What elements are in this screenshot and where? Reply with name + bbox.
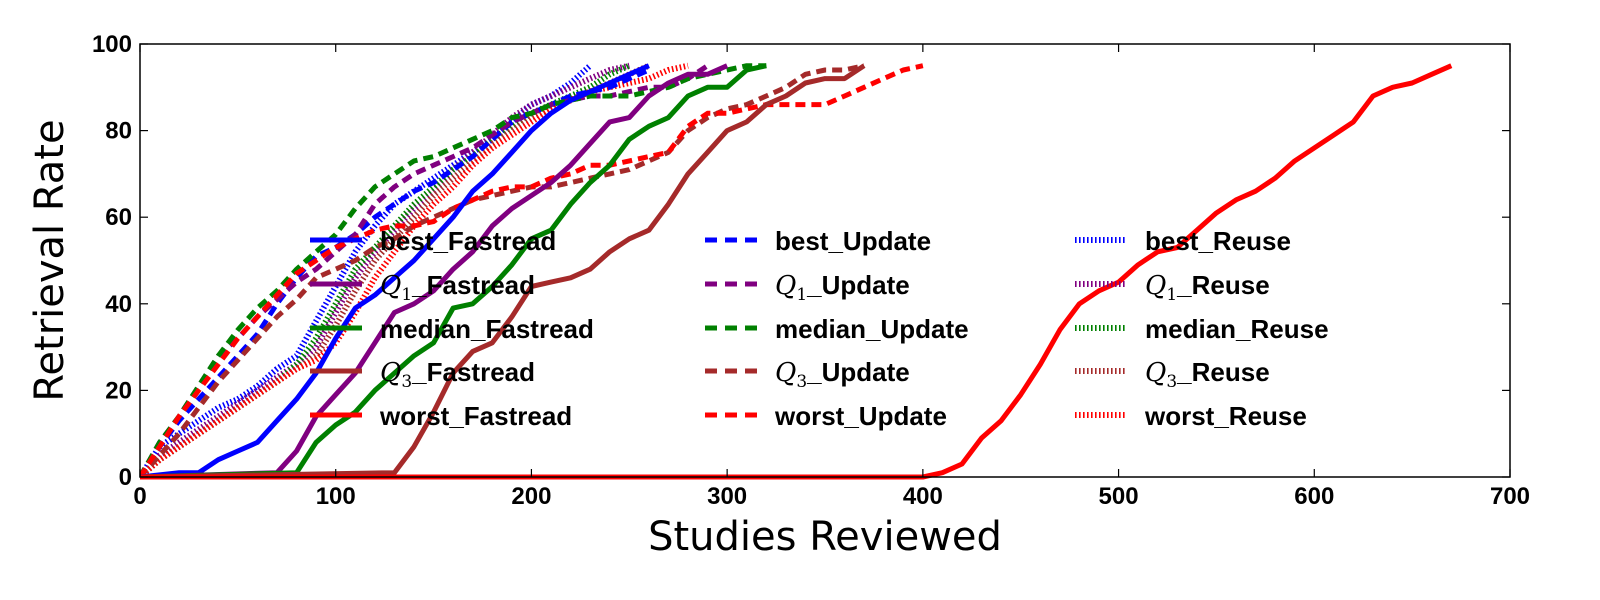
legend-label: Q3_Fastread xyxy=(380,357,535,392)
x-tick-label: 0 xyxy=(133,483,146,510)
ticks-layer: 0 100 200 300 400 500 600 700 0 20 40 60 80 100 xyxy=(92,31,1530,510)
x-tick-label: 300 xyxy=(707,483,747,510)
legend-label: best_Update xyxy=(775,226,931,256)
legend-label-text: median_Fastread xyxy=(380,314,594,344)
y-tick-label: 0 xyxy=(119,464,132,491)
legend-label-text: worst_Update xyxy=(774,401,947,431)
legend-label: worst_Reuse xyxy=(1144,401,1307,431)
legend-item-worst-reuse: worst_Reuse xyxy=(1075,401,1307,431)
legend-item-q3-reuse: Q3_Reuse xyxy=(1075,357,1270,392)
legend-subscript: 1 xyxy=(401,285,412,305)
x-tick-label: 400 xyxy=(903,483,943,510)
x-tick-label: 700 xyxy=(1490,483,1530,510)
legend-label-text: worst_Fastread xyxy=(379,401,572,431)
legend-label-text: best_Reuse xyxy=(1145,226,1291,256)
legend-subscript: 3 xyxy=(796,372,807,392)
legend-label-text: worst_Reuse xyxy=(1144,401,1307,431)
legend-label-text: best_Fastread xyxy=(380,226,556,256)
legend-label-text: _Reuse xyxy=(1176,357,1270,387)
legend-q-symbol: Q xyxy=(1145,358,1166,388)
series-line-best-fastread xyxy=(140,63,650,480)
x-axis-title: Studies Reviewed xyxy=(648,514,1002,560)
x-tick-label: 200 xyxy=(511,483,551,510)
legend-item-median-fastread: median_Fastread xyxy=(310,314,594,344)
legend-label-text: _Fastread xyxy=(411,270,535,300)
legend-label: worst_Fastread xyxy=(379,401,572,431)
y-tick-label: 20 xyxy=(105,377,132,404)
series-line-best-reuse xyxy=(140,63,593,479)
y-tick-label: 60 xyxy=(105,204,132,231)
legend-label: Q1_Reuse xyxy=(1145,270,1270,305)
series-line-worst-fastread xyxy=(140,63,1453,480)
legend-q-symbol: Q xyxy=(1145,271,1166,301)
x-tick-label: 500 xyxy=(1099,483,1139,510)
legend-item-median-reuse: median_Reuse xyxy=(1075,314,1329,344)
legend-item-median-update: median_Update xyxy=(705,314,969,344)
legend-label-text: best_Update xyxy=(775,226,931,256)
y-tick-label: 80 xyxy=(105,118,132,145)
series-line-q3-update xyxy=(140,63,865,479)
series-line-q1-fastread xyxy=(140,63,729,480)
legend-label: median_Reuse xyxy=(1145,314,1329,344)
legend-label: Q1_Update xyxy=(775,270,910,305)
legend-label: Q3_Update xyxy=(775,357,910,392)
legend-subscript: 1 xyxy=(796,285,807,305)
series-line-best-update xyxy=(140,67,650,479)
series-line-median-fastread xyxy=(140,63,767,480)
series-line-worst-update xyxy=(140,63,924,479)
legend-label-text: _Update xyxy=(806,270,910,300)
series-line-q3-fastread xyxy=(140,63,866,480)
legend-item-q3-fastread: Q3_Fastread xyxy=(310,357,535,392)
legend-label: Q1_Fastread xyxy=(380,270,535,305)
series-layer xyxy=(140,62,1453,480)
legend-item-worst-fastread: worst_Fastread xyxy=(310,401,572,431)
legend-item-best-reuse: best_Reuse xyxy=(1075,226,1291,256)
legend-item-q3-update: Q3_Update xyxy=(705,357,910,392)
legend-label: median_Fastread xyxy=(380,314,594,344)
legend-item-q1-update: Q1_Update xyxy=(705,270,910,305)
legend-label-text: _Fastread xyxy=(411,357,535,387)
legend-label: best_Fastread xyxy=(380,226,556,256)
legend-subscript: 3 xyxy=(1166,372,1177,392)
legend-label: Q3_Reuse xyxy=(1145,357,1270,392)
legend-subscript: 3 xyxy=(401,372,412,392)
legend-q-symbol: Q xyxy=(380,271,401,301)
legend-label-text: _Reuse xyxy=(1176,270,1270,300)
legend-item-q1-fastread: Q1_Fastread xyxy=(310,270,535,305)
legend-label-text: _Update xyxy=(806,357,910,387)
legend-subscript: 1 xyxy=(1166,285,1177,305)
legend-label: worst_Update xyxy=(774,401,947,431)
legend-item-worst-update: worst_Update xyxy=(705,401,947,431)
legend-label: median_Update xyxy=(775,314,969,344)
y-tick-label: 40 xyxy=(105,291,132,318)
legend-item-q1-reuse: Q1_Reuse xyxy=(1075,270,1270,305)
series-line-q1-reuse xyxy=(140,62,630,480)
y-tick-label: 100 xyxy=(92,31,132,58)
legend-item-best-update: best_Update xyxy=(705,226,931,256)
plot-frame xyxy=(139,43,1511,478)
legend: best_FastreadQ1_Fastreadmedian_FastreadQ… xyxy=(310,226,1329,431)
legend-label: best_Reuse xyxy=(1145,226,1291,256)
legend-q-symbol: Q xyxy=(775,358,796,388)
y-axis-title: Retrieval Rate xyxy=(27,119,73,401)
x-tick-label: 600 xyxy=(1294,483,1334,510)
legend-label-text: median_Reuse xyxy=(1145,314,1329,344)
legend-item-best-fastread: best_Fastread xyxy=(310,226,556,256)
legend-q-symbol: Q xyxy=(775,271,796,301)
legend-label-text: median_Update xyxy=(775,314,969,344)
legend-q-symbol: Q xyxy=(380,358,401,388)
x-tick-label: 100 xyxy=(316,483,356,510)
